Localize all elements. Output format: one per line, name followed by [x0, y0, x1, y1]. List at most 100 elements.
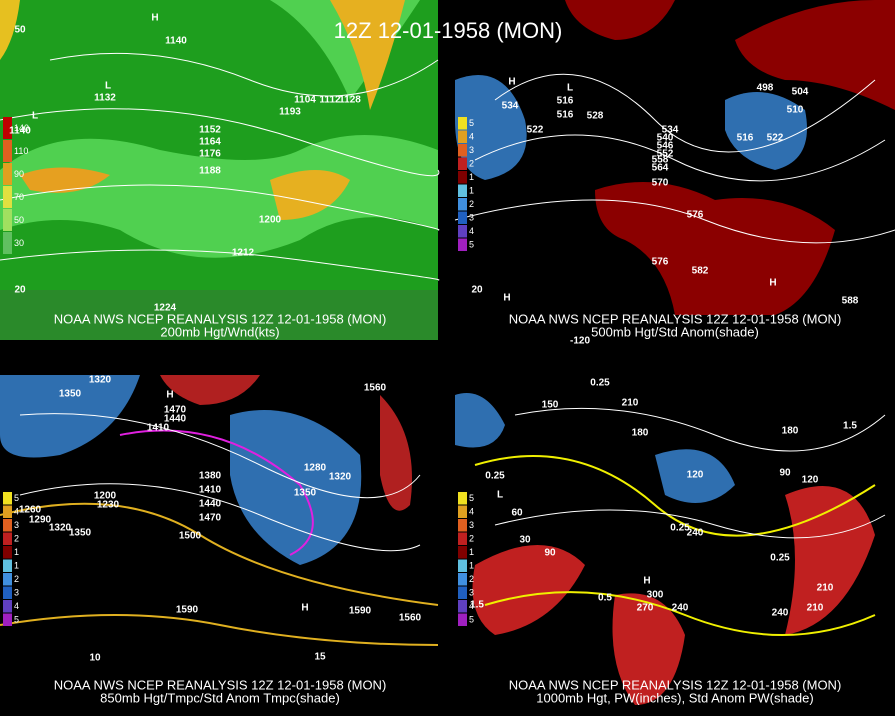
contour-label: 1224: [154, 303, 177, 314]
legend-label: 5: [469, 615, 474, 625]
legend-swatch: [458, 238, 467, 251]
contour-label: 0.25: [670, 523, 690, 534]
legend-label: 5: [469, 493, 474, 503]
legend-label: 2: [469, 534, 474, 544]
contour-label: 516: [737, 133, 754, 144]
contour-label: 20: [471, 285, 483, 296]
contour-label: 1112: [319, 95, 341, 106]
legend-label: 4: [469, 601, 474, 611]
legend-label: 2: [14, 534, 19, 544]
contour-label: 516: [557, 96, 574, 107]
contour-label: 1152: [199, 125, 221, 136]
contour-label: 90: [779, 468, 791, 479]
contour-label: 50: [14, 25, 26, 36]
contour-label: 1470: [199, 513, 222, 524]
legend-label: 5: [469, 240, 474, 250]
contour-label: 210: [817, 583, 834, 594]
contour-label: 522: [767, 133, 784, 144]
legend-label: 4: [469, 507, 474, 517]
legend-swatch: [3, 186, 12, 208]
legend-label: 1: [469, 547, 474, 557]
contour-label: 498: [757, 83, 774, 94]
contour-label: 1560: [364, 383, 387, 394]
legend-label: 4: [469, 132, 474, 142]
contour-label: 582: [692, 266, 709, 277]
contour-label: H: [151, 13, 158, 24]
contour-label: 150: [542, 400, 559, 411]
panel-200mb: [0, 0, 440, 340]
legend-swatch: [3, 505, 12, 518]
legend-swatch: [3, 573, 12, 586]
contour-label: L: [497, 490, 503, 501]
legend-label: 1: [14, 561, 19, 571]
contour-label: 0.25: [770, 553, 790, 564]
contour-label: 1188: [199, 166, 221, 177]
panel-source: NOAA NWS NCEP REANALYSIS 12Z 12-01-1958 …: [54, 677, 387, 692]
panel-caption: 850mb Hgt/Tmpc/Std Anom Tmpc(shade): [100, 690, 340, 705]
legend-label: 3: [14, 520, 19, 530]
legend-swatch: [3, 232, 12, 254]
contour-label: 20: [14, 285, 26, 296]
contour-label: 540: [657, 133, 674, 144]
panel-caption: 200mb Hgt/Wnd(kts): [160, 324, 279, 339]
legend-label: 1: [469, 561, 474, 571]
contour-label: 0.25: [485, 471, 505, 482]
contour-label: 1176: [199, 149, 221, 160]
contour-label: 504: [792, 87, 809, 98]
legend-swatch: [458, 546, 467, 559]
contour-label: 1290: [29, 515, 52, 526]
contour-label: H: [643, 576, 650, 587]
panel-source: NOAA NWS NCEP REANALYSIS 12Z 12-01-1958 …: [509, 311, 842, 326]
contour-label: 1200: [94, 491, 117, 502]
contour-label: 240: [772, 608, 789, 619]
contour-label: 1200: [259, 215, 282, 226]
legend-label: 70: [14, 192, 24, 202]
legend-label: 4: [469, 226, 474, 236]
legend-swatch: [3, 519, 12, 532]
contour-label: H: [769, 278, 776, 289]
contour-label: 1193: [279, 107, 301, 118]
contour-label: 534: [662, 125, 679, 136]
contour-label: 516: [557, 110, 574, 121]
contour-label: 1500: [179, 531, 202, 542]
contour-label: 546: [657, 141, 674, 152]
contour-label: 1104: [294, 95, 316, 106]
legend-label: 1: [469, 172, 474, 182]
contour-label: 1590: [176, 605, 199, 616]
contour-label: 1440: [164, 414, 187, 425]
legend-label: 2: [14, 574, 19, 584]
contour-label: 1320: [89, 375, 112, 386]
legend-swatch: [458, 492, 467, 505]
legend-label: 2: [469, 199, 474, 209]
legend-swatch: [458, 519, 467, 532]
contour-label: 1140: [9, 126, 31, 137]
legend-swatch: [458, 117, 467, 130]
contour-label: 510: [787, 105, 804, 116]
legend-swatch: [3, 613, 12, 626]
contour-label: 528: [587, 111, 604, 122]
contour-label: 588: [842, 296, 859, 307]
legend-swatch: [458, 505, 467, 518]
contour-label: 1280: [304, 463, 327, 474]
legend-label: 30: [14, 238, 24, 248]
legend-label: 5: [14, 493, 19, 503]
legend-swatch: [458, 157, 467, 170]
contour-label: 1350: [294, 488, 317, 499]
contour-label: 1590: [349, 606, 372, 617]
contour-label: 30: [519, 535, 531, 546]
legend-label: 4: [14, 507, 19, 517]
legend-label: 3: [469, 213, 474, 223]
panel-caption: 1000mb Hgt, PW(inches), Std Anom PW(shad…: [536, 690, 813, 705]
contour-label: 576: [687, 210, 704, 221]
contour-label: 1128: [339, 95, 361, 106]
contour-label: 1470: [164, 405, 187, 416]
legend-label: 3: [469, 520, 474, 530]
legend-swatch: [3, 209, 12, 231]
legend-swatch: [3, 532, 12, 545]
contour-label: 1440: [199, 499, 222, 510]
contour-label: H: [508, 77, 515, 88]
main-title: 12Z 12-01-1958 (MON): [334, 18, 563, 43]
panel-source: NOAA NWS NCEP REANALYSIS 12Z 12-01-1958 …: [54, 311, 387, 326]
contour-label: 1230: [97, 500, 120, 511]
